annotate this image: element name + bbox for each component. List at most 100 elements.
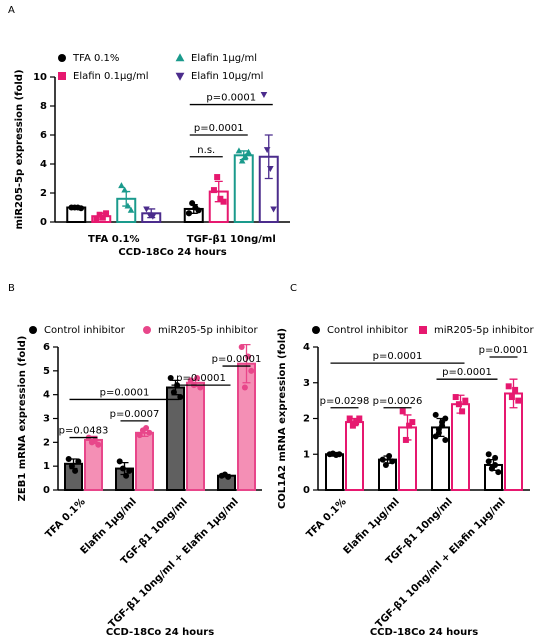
y-axis-label: COL1A2 mRNA expression (fold) <box>277 328 288 509</box>
significance-label: p=0.0001 <box>373 351 423 362</box>
y-tick-label: 3 <box>303 378 310 389</box>
y-tick-label: 5 <box>43 366 50 377</box>
y-tick-label: 2 <box>303 414 310 425</box>
x-axis-label: CCD-18Co 24 hours <box>370 627 478 638</box>
data-point <box>488 465 495 472</box>
y-tick-label: 6 <box>43 342 50 353</box>
legend-marker <box>175 72 185 81</box>
data-point <box>72 467 79 474</box>
legend-marker <box>58 72 66 80</box>
data-point <box>432 411 439 418</box>
data-point <box>177 394 184 401</box>
data-point <box>402 436 409 443</box>
data-point <box>406 422 413 429</box>
bar <box>345 421 364 492</box>
data-point <box>515 397 522 404</box>
significance-label: p=0.0001 <box>194 123 244 134</box>
y-tick-label: 0 <box>43 485 50 496</box>
legend-label: miR205-5p inhibitor <box>158 325 258 336</box>
data-point <box>225 473 232 480</box>
y-tick-label: 8 <box>40 101 47 112</box>
data-point <box>75 458 82 465</box>
data-point <box>512 386 519 393</box>
data-point <box>245 353 252 360</box>
y-tick-label: 3 <box>43 414 50 425</box>
data-point <box>195 207 202 214</box>
legend-marker <box>29 326 37 334</box>
y-tick-label: 4 <box>43 390 50 401</box>
data-point <box>462 397 469 404</box>
y-axis-label: ZEB1 mRNA expression (fold) <box>17 336 28 502</box>
data-point <box>270 206 277 213</box>
significance-label: p=0.0001 <box>100 387 150 398</box>
data-point <box>353 419 360 426</box>
bar <box>325 453 344 491</box>
data-point <box>485 458 492 465</box>
data-point <box>65 456 72 463</box>
y-tick-label: 4 <box>40 159 47 170</box>
data-point <box>379 456 386 463</box>
data-point <box>248 367 255 374</box>
legend-label: TFA 0.1% <box>72 53 119 64</box>
bar <box>135 431 154 491</box>
y-axis-label: miR205-5p expression (fold) <box>14 69 25 229</box>
bar <box>233 154 254 223</box>
x-axis-label: CCD-18Co 24 hours <box>106 627 214 638</box>
data-point <box>146 429 153 436</box>
significance-label: p=0.0298 <box>320 396 370 407</box>
data-point <box>492 454 499 461</box>
data-point <box>235 147 243 154</box>
data-point <box>118 182 125 189</box>
data-point <box>95 441 102 448</box>
data-point <box>386 453 393 460</box>
data-point <box>167 374 174 381</box>
data-point <box>143 206 150 213</box>
data-point <box>78 205 85 212</box>
data-point <box>170 389 177 396</box>
x-tick-label: TFA 0.1% <box>44 496 88 540</box>
data-point <box>238 157 246 164</box>
legend-label: Elafin 0.1μg/ml <box>73 71 149 82</box>
data-point <box>399 408 406 415</box>
data-point <box>197 384 204 391</box>
bar <box>186 381 205 491</box>
legend-marker <box>143 326 151 334</box>
panel-label: B <box>8 283 15 294</box>
significance-label: n.s. <box>197 145 215 156</box>
data-point <box>68 463 75 470</box>
significance-label: p=0.0001 <box>176 373 226 384</box>
y-tick-label: 2 <box>40 188 47 199</box>
significance-label: p=0.0483 <box>59 426 109 437</box>
data-point <box>242 153 249 160</box>
x-axis-label: CCD-18Co 24 hours <box>118 247 226 258</box>
legend-marker <box>419 326 427 334</box>
y-tick-label: 4 <box>303 342 310 353</box>
data-point <box>93 216 100 223</box>
bar <box>166 386 185 491</box>
data-point <box>505 383 512 390</box>
data-point <box>103 210 110 217</box>
data-point <box>263 147 271 154</box>
y-tick-label: 1 <box>303 449 310 460</box>
panel-label: A <box>8 5 15 16</box>
significance-label: p=0.0026 <box>373 396 423 407</box>
significance-label: p=0.0001 <box>442 367 492 378</box>
data-point <box>260 92 268 98</box>
x-tick-label: Elafin 1μg/ml <box>342 496 402 556</box>
data-point <box>485 451 492 458</box>
error-bar <box>242 343 251 384</box>
significance-label: p=0.0007 <box>110 409 160 420</box>
legend-label: miR205-5p inhibitor <box>434 325 534 336</box>
data-point <box>349 422 356 429</box>
data-point <box>92 436 99 443</box>
y-tick-label: 0 <box>303 485 310 496</box>
data-point <box>442 436 449 443</box>
data-point <box>185 210 192 217</box>
data-point <box>245 148 252 155</box>
bar <box>451 403 470 492</box>
y-tick-label: 6 <box>40 130 47 141</box>
data-point <box>336 451 343 458</box>
data-point <box>149 213 157 220</box>
data-point <box>452 394 459 401</box>
y-tick-label: 2 <box>43 437 50 448</box>
